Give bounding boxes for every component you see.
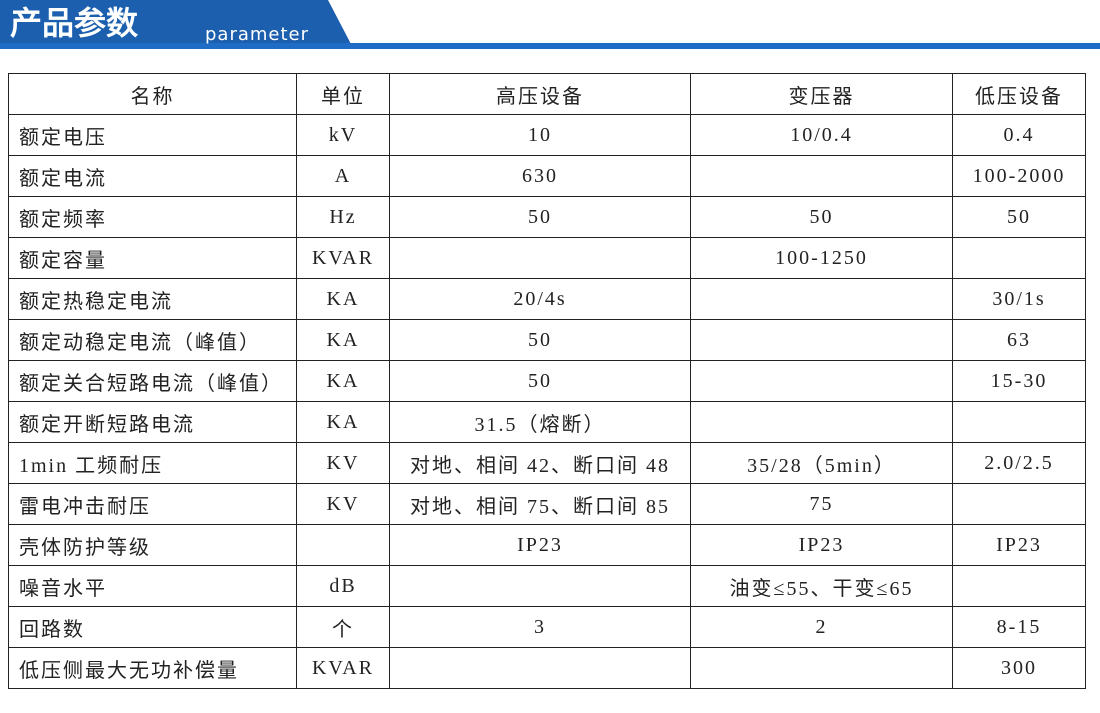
cell: 630 [389, 155, 691, 197]
cell: 3 [389, 606, 691, 648]
cell: 300 [952, 647, 1086, 689]
table-row: 额定电压 kV 10 10/0.4 0.4 [8, 114, 1086, 156]
cell [952, 401, 1086, 443]
table-row: 额定热稳定电流 KA 20/4s 30/1s [8, 278, 1086, 320]
table-row: 额定关合短路电流（峰值） KA 50 15-30 [8, 360, 1086, 402]
cell: 50 [389, 319, 691, 361]
row-label: 额定容量 [8, 237, 297, 279]
cell: 50 [389, 196, 691, 238]
cell: 10/0.4 [690, 114, 953, 156]
cell [690, 647, 953, 689]
header: 产品参数 parameter [0, 0, 1100, 49]
cell: 单位 [296, 73, 390, 115]
cell: 50 [690, 196, 953, 238]
cell: 2.0/2.5 [952, 442, 1086, 484]
header-rule [0, 43, 1100, 49]
cell [952, 565, 1086, 607]
row-label: 回路数 [8, 606, 297, 648]
cell: 50 [952, 196, 1086, 238]
cell: 75 [690, 483, 953, 525]
cell: 63 [952, 319, 1086, 361]
cell: KV [296, 483, 390, 525]
row-label: 额定电流 [8, 155, 297, 197]
cell [389, 565, 691, 607]
table-row: 额定电流 A 630 100-2000 [8, 155, 1086, 197]
header-tab [0, 0, 352, 46]
cell: 低压设备 [952, 73, 1086, 115]
table-row: 额定动稳定电流（峰值） KA 50 63 [8, 319, 1086, 361]
row-label: 额定频率 [8, 196, 297, 238]
param-table: 名称 单位 高压设备 变压器 低压设备 额定电压 kV 10 10/0.4 0.4 额定电流 A 630… [8, 73, 1086, 689]
cell: 100-2000 [952, 155, 1086, 197]
cell: Hz [296, 196, 390, 238]
cell: KA [296, 360, 390, 402]
header-title: 产品参数 [10, 4, 139, 42]
cell: 10 [389, 114, 691, 156]
cell: KV [296, 442, 390, 484]
cell: 31.5（熔断） [389, 401, 691, 443]
row-label: 额定动稳定电流（峰值） [8, 319, 297, 361]
row-label: 额定关合短路电流（峰值） [8, 360, 297, 402]
cell [952, 237, 1086, 279]
cell: 2 [690, 606, 953, 648]
cell [952, 483, 1086, 525]
cell: 0.4 [952, 114, 1086, 156]
cell: KVAR [296, 237, 390, 279]
cell: 15-30 [952, 360, 1086, 402]
header-row: 名称 单位 高压设备 变压器 低压设备 [8, 73, 1086, 115]
table-row: 1min 工频耐压 KV 对地、相间 42、断口间 48 35/28（5min） 2.0… [8, 442, 1086, 484]
table-row: 低压侧最大无功补偿量 KVAR 300 [8, 647, 1086, 689]
cell: IP23 [952, 524, 1086, 566]
cell: 50 [389, 360, 691, 402]
cell: 对地、相间 75、断口间 85 [389, 483, 691, 525]
cell [690, 360, 953, 402]
row-label: 额定电压 [8, 114, 297, 156]
table-row: 壳体防护等级 IP23 IP23 IP23 [8, 524, 1086, 566]
cell [296, 524, 390, 566]
cell: 20/4s [389, 278, 691, 320]
cell: 对地、相间 42、断口间 48 [389, 442, 691, 484]
cell: 8-15 [952, 606, 1086, 648]
cell: A [296, 155, 390, 197]
table-row: 额定开断短路电流 KA 31.5（熔断） [8, 401, 1086, 443]
cell [690, 401, 953, 443]
cell: KA [296, 401, 390, 443]
row-label: 额定热稳定电流 [8, 278, 297, 320]
cell: 变压器 [690, 73, 953, 115]
cell: IP23 [389, 524, 691, 566]
table-row: 额定容量 KVAR 100-1250 [8, 237, 1086, 279]
cell: IP23 [690, 524, 953, 566]
cell: KA [296, 319, 390, 361]
cell: KVAR [296, 647, 390, 689]
row-label: 雷电冲击耐压 [8, 483, 297, 525]
cell: KA [296, 278, 390, 320]
cell: 油变≤55、干变≤65 [690, 565, 953, 607]
row-label: 1min 工频耐压 [8, 442, 297, 484]
header-subtitle: parameter [205, 24, 309, 45]
table-row: 回路数个 3 2 8-15 [8, 606, 1086, 648]
cell: 个 [296, 606, 390, 648]
cell [690, 155, 953, 197]
cell [389, 237, 691, 279]
row-label: 额定开断短路电流 [8, 401, 297, 443]
row-label: 噪音水平 [8, 565, 297, 607]
table-row: 额定频率 Hz 50 50 50 [8, 196, 1086, 238]
cell: 30/1s [952, 278, 1086, 320]
cell: 35/28（5min） [690, 442, 953, 484]
table-row: 雷电冲击耐压 KV 对地、相间 75、断口间 85 75 [8, 483, 1086, 525]
row-label: 名称 [8, 73, 297, 115]
cell: 100-1250 [690, 237, 953, 279]
cell: 高压设备 [389, 73, 691, 115]
row-label: 低压侧最大无功补偿量 [8, 647, 297, 689]
cell [389, 647, 691, 689]
cell: dB [296, 565, 390, 607]
cell [690, 278, 953, 320]
cell [690, 319, 953, 361]
table-row: 噪音水平 dB 油变≤55、干变≤65 [8, 565, 1086, 607]
row-label: 壳体防护等级 [8, 524, 297, 566]
cell: kV [296, 114, 390, 156]
